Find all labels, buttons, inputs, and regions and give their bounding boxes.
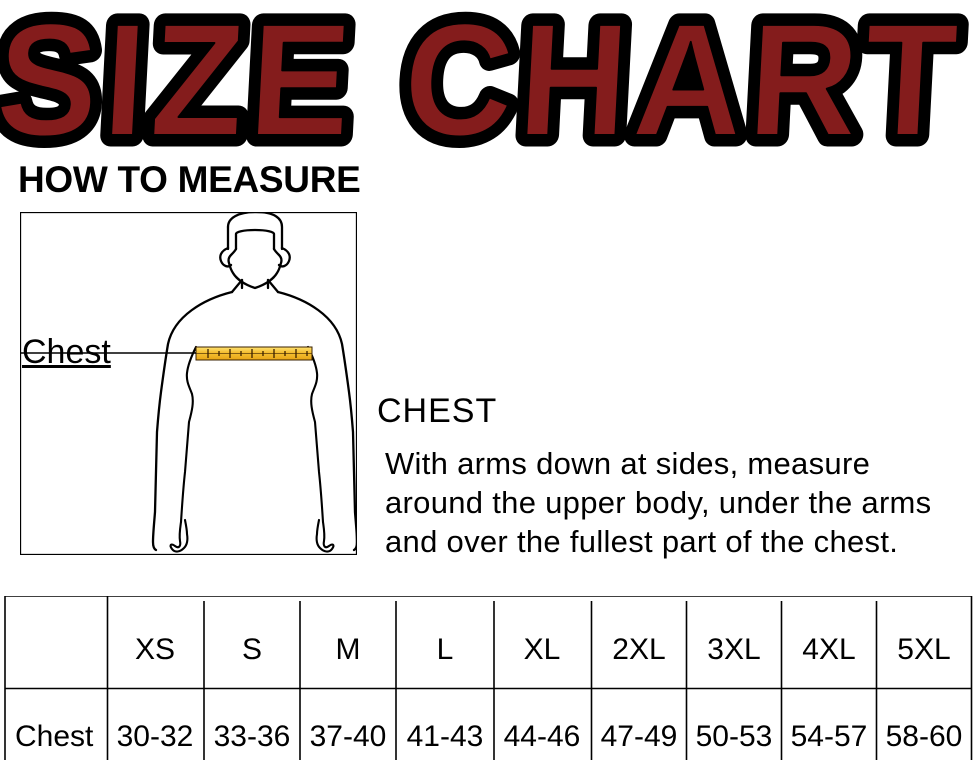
svg-text:50-53: 50-53 — [696, 720, 773, 753]
svg-text:Chest: Chest — [15, 720, 94, 753]
svg-text:S: S — [242, 633, 262, 666]
svg-text:58-60: 58-60 — [886, 720, 963, 753]
svg-text:L: L — [437, 633, 454, 666]
svg-text:4XL: 4XL — [802, 633, 855, 666]
svg-text:33-36: 33-36 — [214, 720, 291, 753]
svg-text:3XL: 3XL — [707, 633, 760, 666]
svg-text:2XL: 2XL — [612, 633, 665, 666]
svg-text:30-32: 30-32 — [117, 720, 194, 753]
svg-text:XS: XS — [135, 633, 175, 666]
svg-text:SIZE CHART: SIZE CHART — [0, 0, 967, 169]
svg-text:XL: XL — [524, 633, 561, 666]
svg-text:54-57: 54-57 — [791, 720, 868, 753]
svg-text:M: M — [336, 633, 361, 666]
svg-text:37-40: 37-40 — [310, 720, 387, 753]
svg-text:44-46: 44-46 — [504, 720, 581, 753]
svg-text:47-49: 47-49 — [601, 720, 678, 753]
svg-text:41-43: 41-43 — [407, 720, 484, 753]
svg-text:5XL: 5XL — [897, 633, 950, 666]
